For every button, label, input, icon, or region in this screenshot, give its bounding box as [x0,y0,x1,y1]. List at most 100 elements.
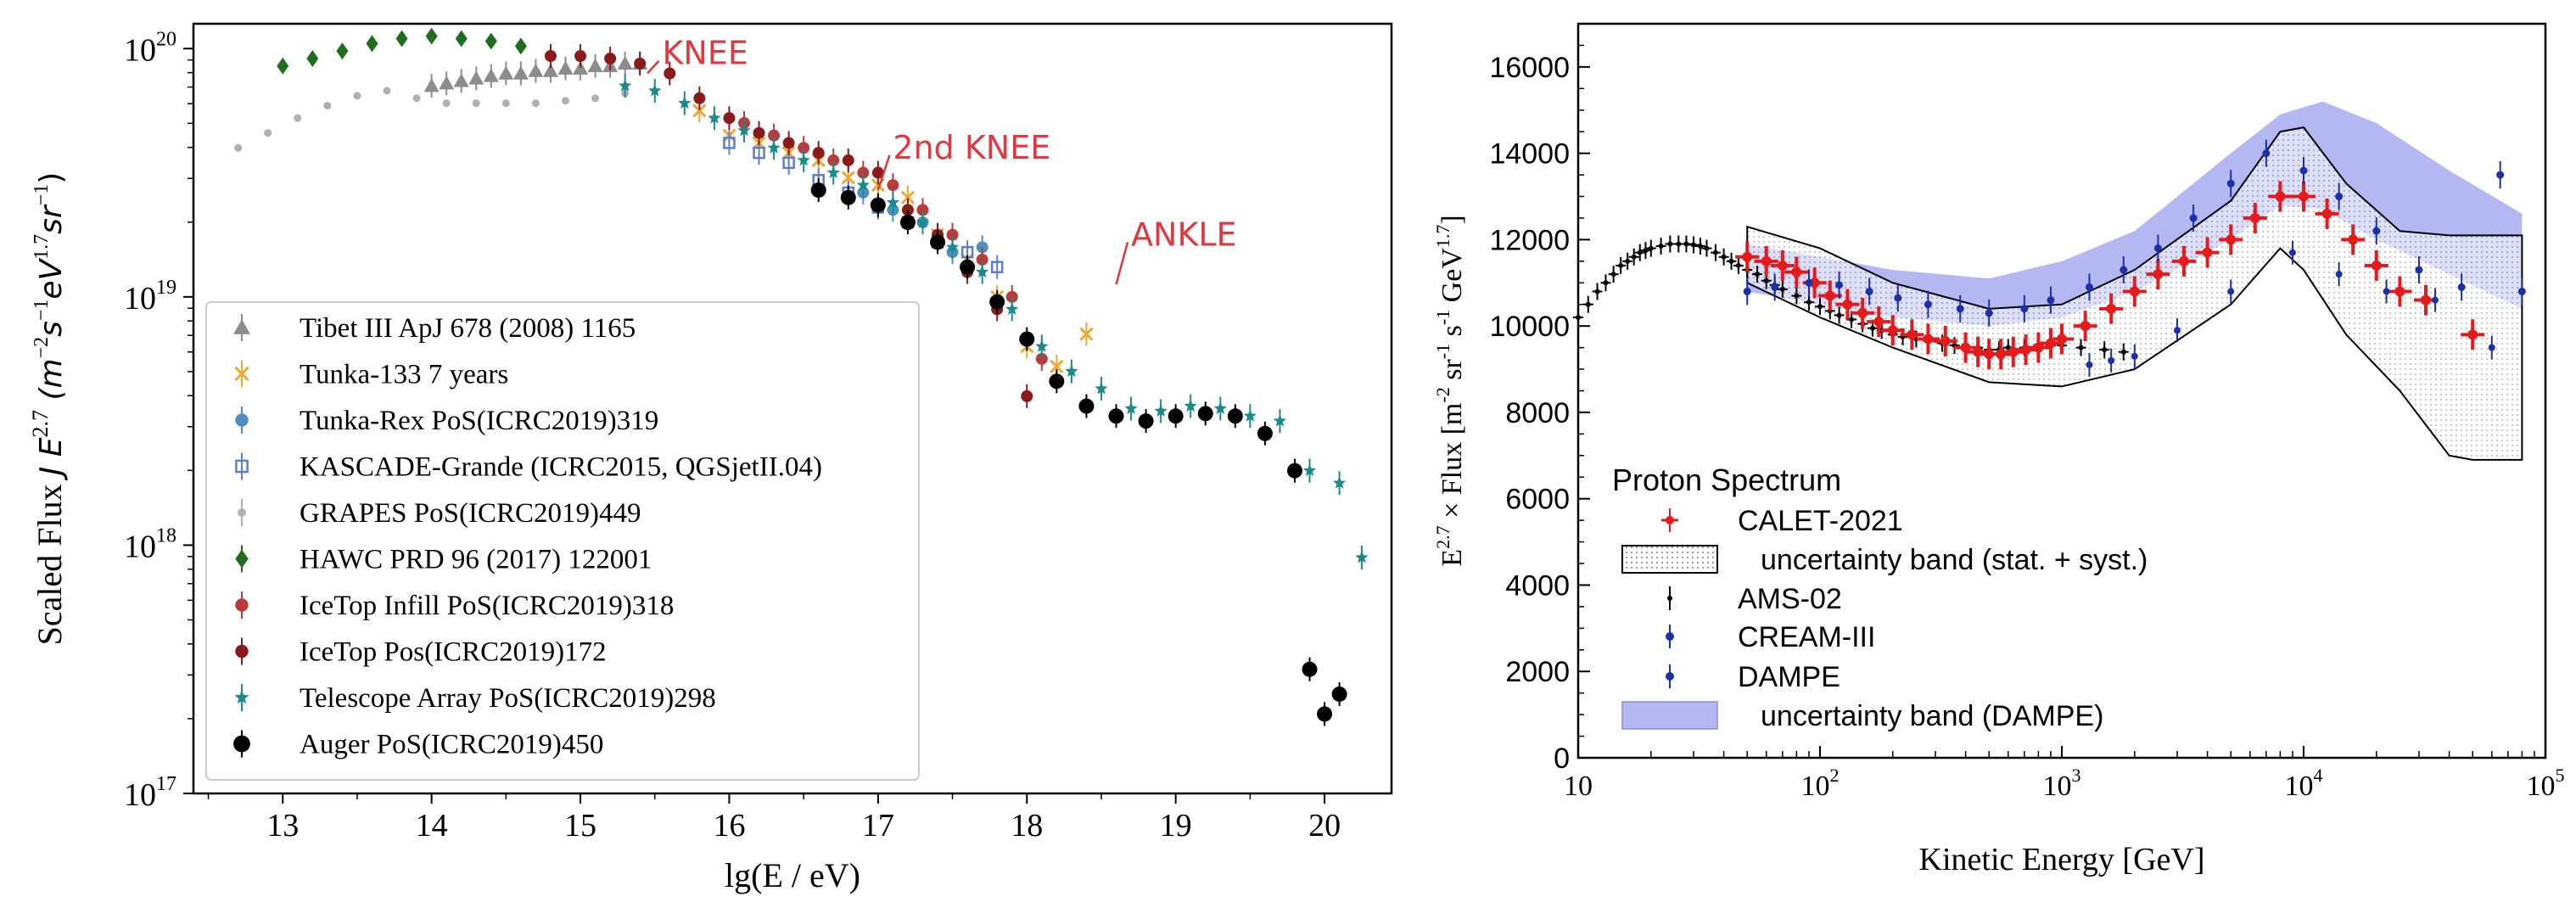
data-point [2057,333,2067,345]
legend-marker [233,735,250,753]
data-point [1197,406,1213,422]
left-y-label-u3: 1.7 [31,234,53,260]
data-point [1243,409,1257,422]
data-point [1849,317,1855,322]
legend-entry-hawc-prd-96-2017-122001: HAWC PRD 96 (2017) 122001 [235,545,652,575]
right-y-label-close: ] [1436,215,1468,224]
data-point [619,79,632,92]
legend-label: IceTop Pos(ICRC2019)172 [300,637,607,668]
left-x-tick-label: 20 [1308,808,1341,844]
data-point [395,30,408,48]
data-point [1704,245,1710,251]
data-point [753,126,765,139]
left-y-label-units: (m [34,358,69,410]
right-x-tick-label: 105 [2527,765,2565,802]
data-point [425,27,438,45]
legend-entry-tunka-133-7-years: Tunka-133 7 years [234,360,508,390]
data-point [1924,300,1932,309]
data-point [557,60,574,75]
tick-base: 10 [2527,771,2556,802]
right-y-tick-label: 6000 [1505,484,1570,516]
legend-entry-uncertainty-band-dampe: uncertainty band (DAMPE) [1621,700,2103,732]
data-point [1035,352,1048,365]
data-point [812,147,825,160]
legend-label: IceTop Infill PoS(ICRC2019)318 [300,591,674,621]
data-point [1227,408,1243,424]
left-chart-x-axis-label: lg(E / eV) [725,856,860,894]
right-chart: 10 102 103 104 10502000400060008000100001200… [1432,22,2565,877]
legend-entry-uncertainty-band-stat-syst: uncertainty band (stat. + syst.) [1621,544,2148,576]
data-point [2432,296,2439,304]
data-point [976,253,988,266]
data-point [840,189,856,205]
data-point [1956,305,1964,313]
data-point [587,58,603,72]
data-point [1257,425,1273,441]
data-point [234,143,243,152]
data-point [2047,296,2055,305]
right-y-tick-label: 12000 [1489,224,1570,256]
legend-label: Tibet III ApJ 678 (2008) 1165 [300,313,636,344]
data-point [976,241,988,254]
data-point [1049,373,1065,390]
legend-label: GRAPES PoS(ICRC2019)449 [300,498,641,529]
data-point [483,68,499,82]
data-point [930,234,946,250]
data-point [472,99,480,108]
data-point [1865,287,1873,295]
data-point [264,129,272,137]
data-point [1124,401,1138,414]
right-y-label-sr: sr [1436,359,1468,388]
data-point [1637,249,1643,255]
data-point [2517,287,2526,295]
left-legend-box [205,301,920,781]
left-x-tick-label: 16 [713,808,745,844]
data-point [423,78,440,92]
data-point [2078,345,2084,350]
legend-entry-calet-2021: CALET-2021 [1661,505,1903,537]
data-point [1035,339,1049,352]
data-point [2226,179,2235,188]
data-point [2275,191,2286,202]
data-point [1806,300,1812,305]
tick-base: 10 [124,32,156,68]
data-point [2226,234,2237,245]
data-point [1065,364,1078,378]
legend-label: AMS-02 [1738,583,1842,615]
data-point [1168,408,1184,424]
data-point [841,171,855,185]
data-point [1078,398,1095,414]
data-point [2020,305,2029,313]
data-point [2299,191,2309,202]
legend-label: CREAM-III [1738,621,1875,653]
left-y-label-exp: 2.7 [28,410,53,438]
right-y-label-u2: -1 [1432,344,1453,359]
data-point [1331,686,1347,702]
data-point [708,111,721,124]
data-point [901,204,914,216]
data-point [306,49,319,67]
data-point [2249,212,2260,223]
data-point [723,137,736,149]
data-point [1676,241,1682,247]
data-point [1631,254,1637,260]
data-point [2415,266,2423,274]
data-point [1960,342,1971,353]
right-y-label-mid: × Flux [m [1436,403,1468,526]
tick-base: 10 [124,777,156,813]
right-chart-x-axis-label: Kinetic Energy [GeV] [1919,842,2205,877]
data-point [1940,335,1951,346]
data-point [1869,325,1875,331]
data-point [604,52,617,64]
data-point [1721,254,1727,260]
legend-marker [235,459,249,474]
data-point [1984,349,1995,360]
data-point [2102,347,2108,353]
annotation-leader [1115,241,1129,285]
data-point [1894,294,1902,302]
data-point [2467,329,2478,340]
data-point [916,216,930,228]
left-x-tick-label: 14 [416,808,448,844]
